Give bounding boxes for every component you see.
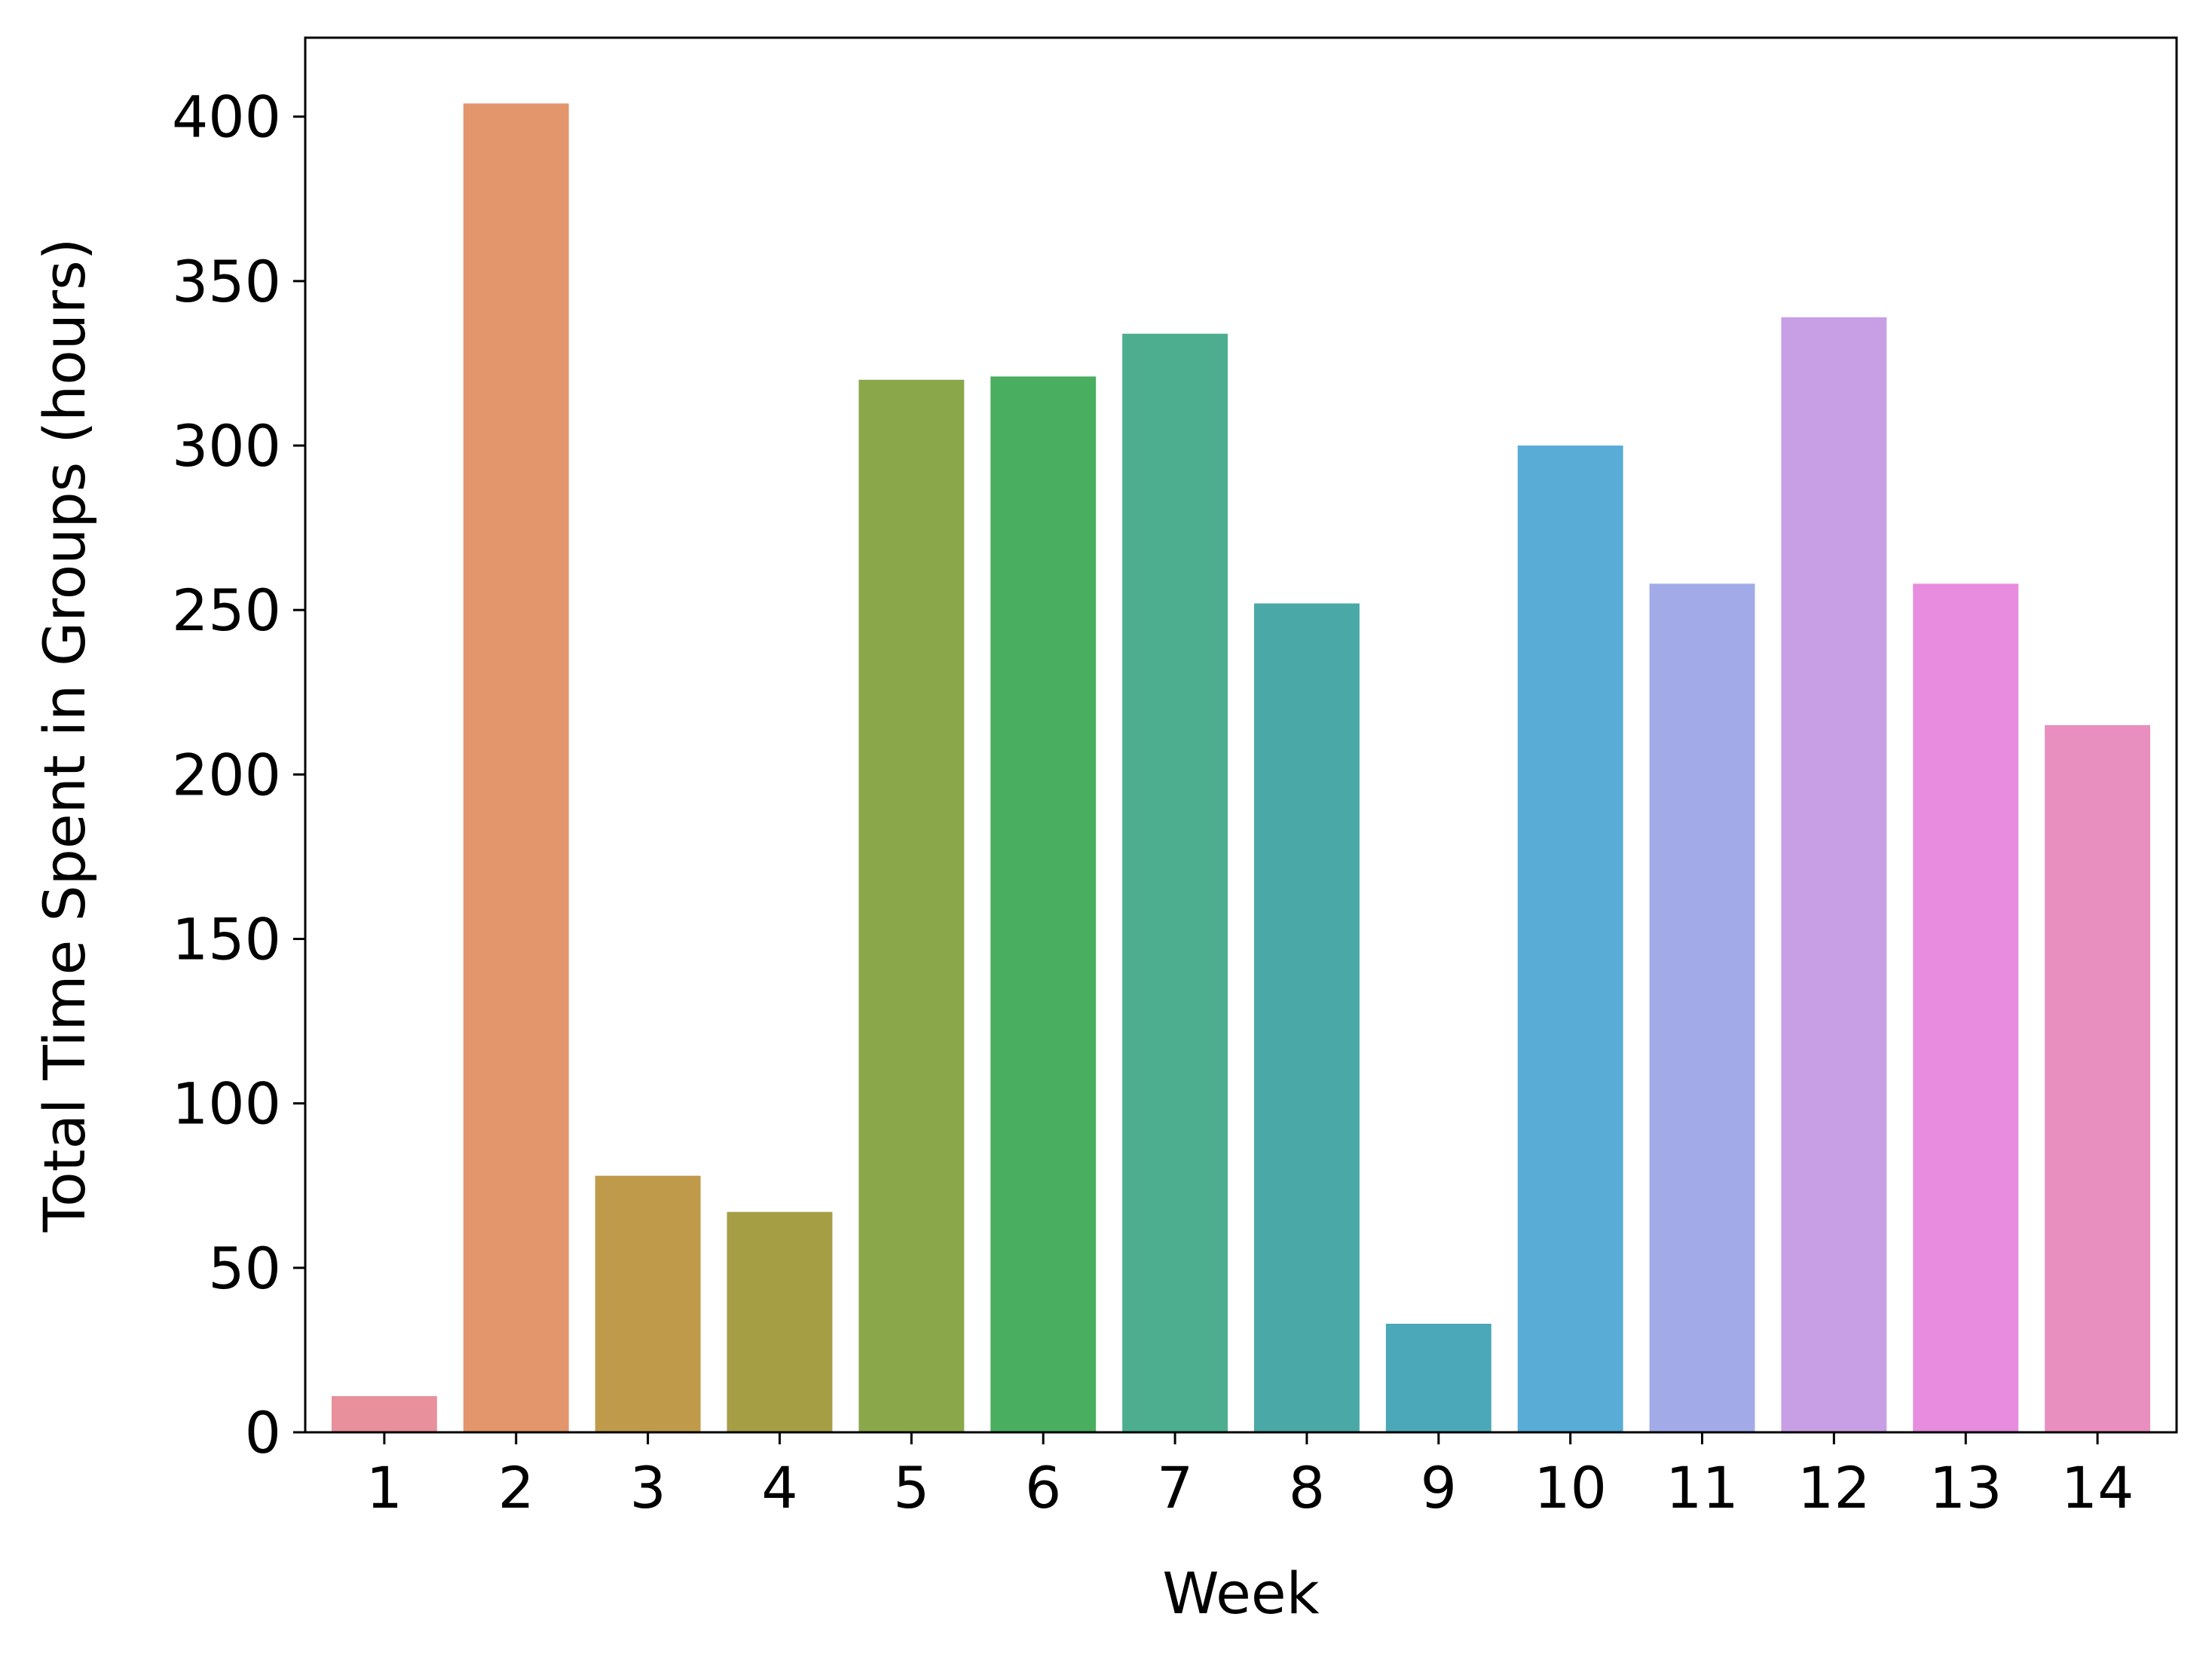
y-tick-label: 100 (172, 1070, 281, 1138)
bar-week-4 (727, 1211, 833, 1432)
x-tick-label: 2 (498, 1454, 534, 1521)
bar-week-13 (1913, 583, 2019, 1432)
y-axis-title: Total Time Spent in Groups (hours) (31, 238, 98, 1233)
x-tick-label: 3 (629, 1454, 665, 1521)
bars-layer (331, 103, 2151, 1433)
ticks-layer: 1 2 3 4 5 6 7 8 9 10 11 12 13 14050100150200250300350… (172, 84, 2134, 1521)
x-tick-label: 12 (1797, 1454, 1871, 1521)
x-tick-label: 10 (1534, 1454, 1607, 1521)
x-tick-label: 14 (2061, 1454, 2134, 1521)
x-tick-label: 9 (1421, 1454, 1457, 1521)
x-tick-label: 13 (1929, 1454, 2002, 1521)
bar-week-6 (990, 376, 1097, 1432)
x-tick-label: 8 (1289, 1454, 1325, 1521)
bar-week-11 (1649, 583, 1755, 1432)
y-tick-label: 50 (208, 1235, 281, 1302)
y-tick-label: 300 (172, 412, 281, 479)
bar-week-10 (1517, 446, 1623, 1432)
y-tick-label: 250 (172, 577, 281, 644)
x-axis-title: Week (1162, 1560, 1319, 1627)
bar-week-2 (463, 103, 569, 1432)
bar-week-5 (858, 379, 965, 1432)
x-tick-label: 5 (893, 1454, 929, 1521)
bar-week-14 (2045, 724, 2151, 1432)
x-tick-label: 6 (1025, 1454, 1061, 1521)
bar-week-9 (1385, 1324, 1491, 1432)
y-tick-label: 0 (245, 1399, 281, 1466)
bar-week-3 (595, 1175, 701, 1432)
x-tick-label: 7 (1157, 1454, 1193, 1521)
y-tick-label: 400 (172, 84, 281, 151)
bar-week-1 (331, 1396, 437, 1432)
bar-week-8 (1253, 603, 1360, 1432)
plot-area-frame (304, 36, 2178, 1434)
bar-week-12 (1781, 317, 1887, 1432)
y-tick-label: 350 (172, 248, 281, 315)
x-tick-label: 4 (761, 1454, 797, 1521)
y-tick-label: 150 (172, 906, 281, 973)
bar-week-7 (1122, 333, 1228, 1433)
x-tick-label: 11 (1666, 1454, 1739, 1521)
y-tick-label: 200 (172, 741, 281, 808)
x-tick-label: 1 (366, 1454, 402, 1521)
